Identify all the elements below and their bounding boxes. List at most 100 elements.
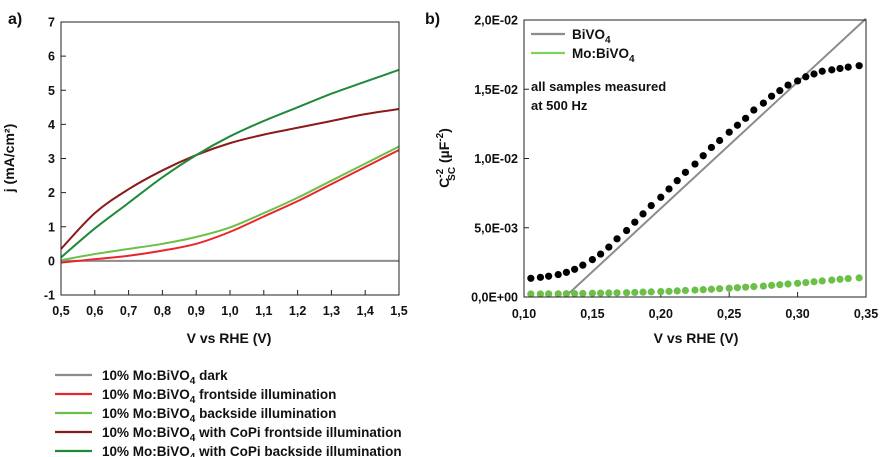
panel-b-xlabel: V vs RHE (V) xyxy=(654,330,739,346)
legend-entry-sub: 4 xyxy=(629,54,635,65)
legend-entry-sub: 4 xyxy=(190,433,196,444)
panel-b-ylabel-unit-sup: -2 xyxy=(435,132,446,141)
legend-entry: BiVO4 xyxy=(572,27,611,46)
linear-fit-line xyxy=(564,17,867,298)
y-tick-label: 0 xyxy=(48,254,55,268)
data-point-series-1 xyxy=(699,286,707,294)
data-point-series-0 xyxy=(571,265,579,273)
panel-b-ylabel-sup: -2 xyxy=(435,168,446,177)
data-point-series-1 xyxy=(639,288,647,296)
legend-entry-sub: 4 xyxy=(190,376,196,387)
data-point-series-1 xyxy=(759,282,768,290)
y-tick-label: 1,0E-02 xyxy=(474,152,518,166)
legend-entry-prefix: 10% Mo:BiVO xyxy=(102,406,190,421)
panel-b-label: b) xyxy=(425,11,440,28)
y-tick-label: 2,0E-02 xyxy=(474,14,518,28)
data-point-series-0 xyxy=(691,160,699,168)
data-point-series-1 xyxy=(776,281,784,289)
legend-entry-suffix: backside illumination xyxy=(195,406,336,421)
data-point-series-0 xyxy=(707,143,716,152)
data-point-series-0 xyxy=(742,114,750,122)
x-tick-label: 0,7 xyxy=(120,304,137,318)
legend-entry-suffix: frontside illumination xyxy=(195,387,336,402)
series-line-2 xyxy=(60,145,400,262)
data-point-series-0 xyxy=(759,99,768,107)
legend-entry-sub: 4 xyxy=(190,395,196,406)
data-point-series-1 xyxy=(527,290,535,298)
x-tick-label: 1,2 xyxy=(289,304,306,318)
x-tick-label: 0,35 xyxy=(854,307,878,321)
data-point-series-1 xyxy=(716,285,724,293)
y-tick-label: -1 xyxy=(44,289,55,303)
x-tick-label: 0,30 xyxy=(785,307,809,321)
data-point-series-1 xyxy=(733,284,742,292)
data-point-series-0 xyxy=(657,193,665,201)
x-tick-label: 0,25 xyxy=(717,307,741,321)
data-point-series-0 xyxy=(545,272,553,280)
legend-entry-prefix: 10% Mo:BiVO xyxy=(102,368,190,383)
data-point-series-0 xyxy=(844,63,852,71)
y-tick-label: 1,5E-02 xyxy=(474,83,518,97)
legend-entry-prefix: 10% Mo:BiVO xyxy=(102,387,190,402)
data-point-series-1 xyxy=(623,289,631,297)
panel-b-ylabel-sub: SC xyxy=(447,167,458,181)
data-point-series-1 xyxy=(647,288,655,296)
panel-b-ticks: 0,10 0,15 0,20 0,25 0,30 0,35 0,0E+00 5,0E-03 1,… xyxy=(471,14,878,322)
data-point-series-1 xyxy=(597,289,605,297)
x-tick-label: 0,6 xyxy=(86,304,103,318)
panel-b-ylabel-unit-close: ) xyxy=(436,128,452,133)
x-tick-label: 1,5 xyxy=(390,304,407,318)
data-point-series-0 xyxy=(613,235,621,243)
data-point-series-0 xyxy=(802,73,810,81)
data-point-series-0 xyxy=(716,136,724,145)
series-line-1 xyxy=(60,149,400,264)
y-tick-label: 4 xyxy=(48,118,55,132)
data-point-series-1 xyxy=(579,289,587,297)
y-tick-label: 0,0E+00 xyxy=(471,291,518,305)
data-point-series-1 xyxy=(613,289,621,297)
series-line-4 xyxy=(60,68,400,259)
data-point-series-1 xyxy=(750,283,758,291)
panel-b-ylabel-unit-open: (µF xyxy=(436,141,452,163)
data-point-series-1 xyxy=(536,290,545,298)
panel-b-series xyxy=(527,17,867,298)
data-point-series-1 xyxy=(657,287,665,296)
data-point-series-0 xyxy=(647,201,655,210)
data-point-series-1 xyxy=(844,274,852,283)
data-point-series-0 xyxy=(536,273,545,281)
legend-entry-sub: 4 xyxy=(190,452,196,457)
legend-entry-sub: 4 xyxy=(190,414,196,425)
data-point-series-0 xyxy=(605,243,613,251)
data-point-series-1 xyxy=(681,286,690,295)
y-tick-label: 5,0E-03 xyxy=(474,221,518,235)
y-tick-label: 2 xyxy=(48,186,55,200)
panel-a-ylabel: j (mA/cm²) xyxy=(1,124,17,193)
data-point-series-0 xyxy=(597,250,605,258)
data-point-series-1 xyxy=(725,284,733,292)
data-point-series-0 xyxy=(818,67,826,75)
data-point-series-0 xyxy=(699,152,707,160)
data-point-series-1 xyxy=(562,290,571,298)
data-point-series-1 xyxy=(571,289,579,298)
legend-entry: 10% Mo:BiVO4 with CoPi frontside illumin… xyxy=(102,425,402,444)
x-tick-label: 0,15 xyxy=(580,307,604,321)
legend-entry-suffix: with CoPi frontside illumination xyxy=(195,425,401,440)
panel-b-annotation-line-2: at 500 Hz xyxy=(531,98,588,113)
data-point-series-1 xyxy=(665,287,673,295)
panel-a-series xyxy=(60,68,400,264)
panel-b-ylabel: C-2SC (µF-2) xyxy=(435,128,458,188)
data-point-series-0 xyxy=(527,274,535,282)
x-tick-label: 1,1 xyxy=(255,304,272,318)
data-point-series-1 xyxy=(802,278,810,287)
data-point-series-0 xyxy=(639,210,647,218)
data-point-series-0 xyxy=(681,168,690,176)
legend-entry: 10% Mo:BiVO4 backside illumination xyxy=(102,406,336,425)
panel-b-chart: b) C-2SC (µF-2) V vs RHE (V) 0,10 0,15 0,2… xyxy=(425,11,878,346)
data-point-series-0 xyxy=(631,218,639,226)
data-point-series-0 xyxy=(810,70,818,78)
x-tick-label: 0,8 xyxy=(154,304,171,318)
legend-entry: 10% Mo:BiVO4 dark xyxy=(102,368,228,387)
data-point-series-0 xyxy=(623,226,631,235)
x-tick-label: 0,10 xyxy=(512,307,536,321)
